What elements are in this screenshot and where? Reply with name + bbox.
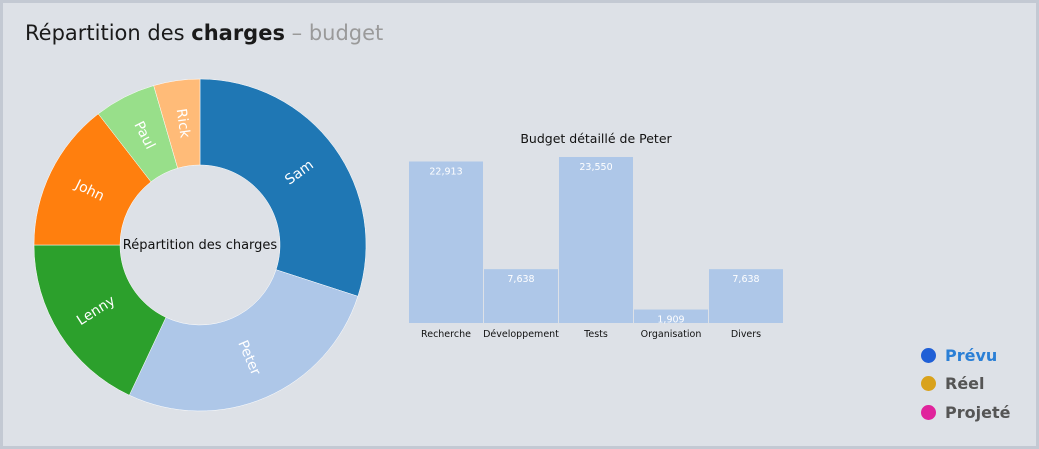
legend-dot-icon xyxy=(921,376,936,392)
title-prefix: Répartition des xyxy=(25,21,185,45)
legend-label: Prévu xyxy=(945,345,998,365)
bar-3[interactable] xyxy=(559,157,633,323)
legend-item-3[interactable]: Projeté xyxy=(921,398,1010,427)
donut-slice-rick[interactable] xyxy=(153,78,201,169)
page-title: Répartition des charges – budget xyxy=(25,21,383,45)
donut-slice-john[interactable] xyxy=(33,113,152,246)
donut-label-rick: Rick xyxy=(173,108,193,140)
bar-chart: Budget détaillé de Peter 22,913 Recherche 7… xyxy=(409,131,783,340)
title-separator: – xyxy=(291,21,303,45)
bar-2[interactable] xyxy=(484,269,558,323)
legend-label: Réel xyxy=(945,374,985,394)
bar-category-label-3: Tests xyxy=(583,329,608,340)
donut-center-label: Répartition des charges xyxy=(123,238,278,253)
bar-5[interactable] xyxy=(709,269,783,323)
bar-category-label-2: Développement xyxy=(483,329,559,340)
legend: Prévu Réel Projeté xyxy=(921,341,1010,427)
bar-value-label-4: 1,909 xyxy=(657,315,684,326)
bar-value-label-2: 7,638 xyxy=(507,274,534,285)
title-subtitle: budget xyxy=(308,21,384,45)
legend-item-2[interactable]: Réel xyxy=(921,370,1010,399)
bar-category-label-4: Organisation xyxy=(641,329,702,340)
donut-slice-sam[interactable] xyxy=(199,78,367,297)
bar-category-label-1: Recherche xyxy=(421,329,471,340)
bar-value-label-1: 22,913 xyxy=(429,166,462,177)
bar-value-label-5: 7,638 xyxy=(732,274,759,285)
donut-slice-peter[interactable] xyxy=(128,269,359,412)
legend-dot-icon xyxy=(921,347,936,363)
legend-dot-icon xyxy=(921,404,936,420)
donut-slice-lenny[interactable] xyxy=(33,244,167,396)
legend-label: Projeté xyxy=(945,402,1011,422)
bar-category-label-5: Divers xyxy=(731,329,761,340)
legend-item-1[interactable]: Prévu xyxy=(921,341,1010,370)
bar-1[interactable] xyxy=(409,161,483,323)
title-bold: charges xyxy=(191,21,285,45)
bar-4[interactable] xyxy=(634,309,708,323)
bar-value-label-3: 23,550 xyxy=(579,162,612,173)
bar-chart-title: Budget détaillé de Peter xyxy=(520,131,672,146)
